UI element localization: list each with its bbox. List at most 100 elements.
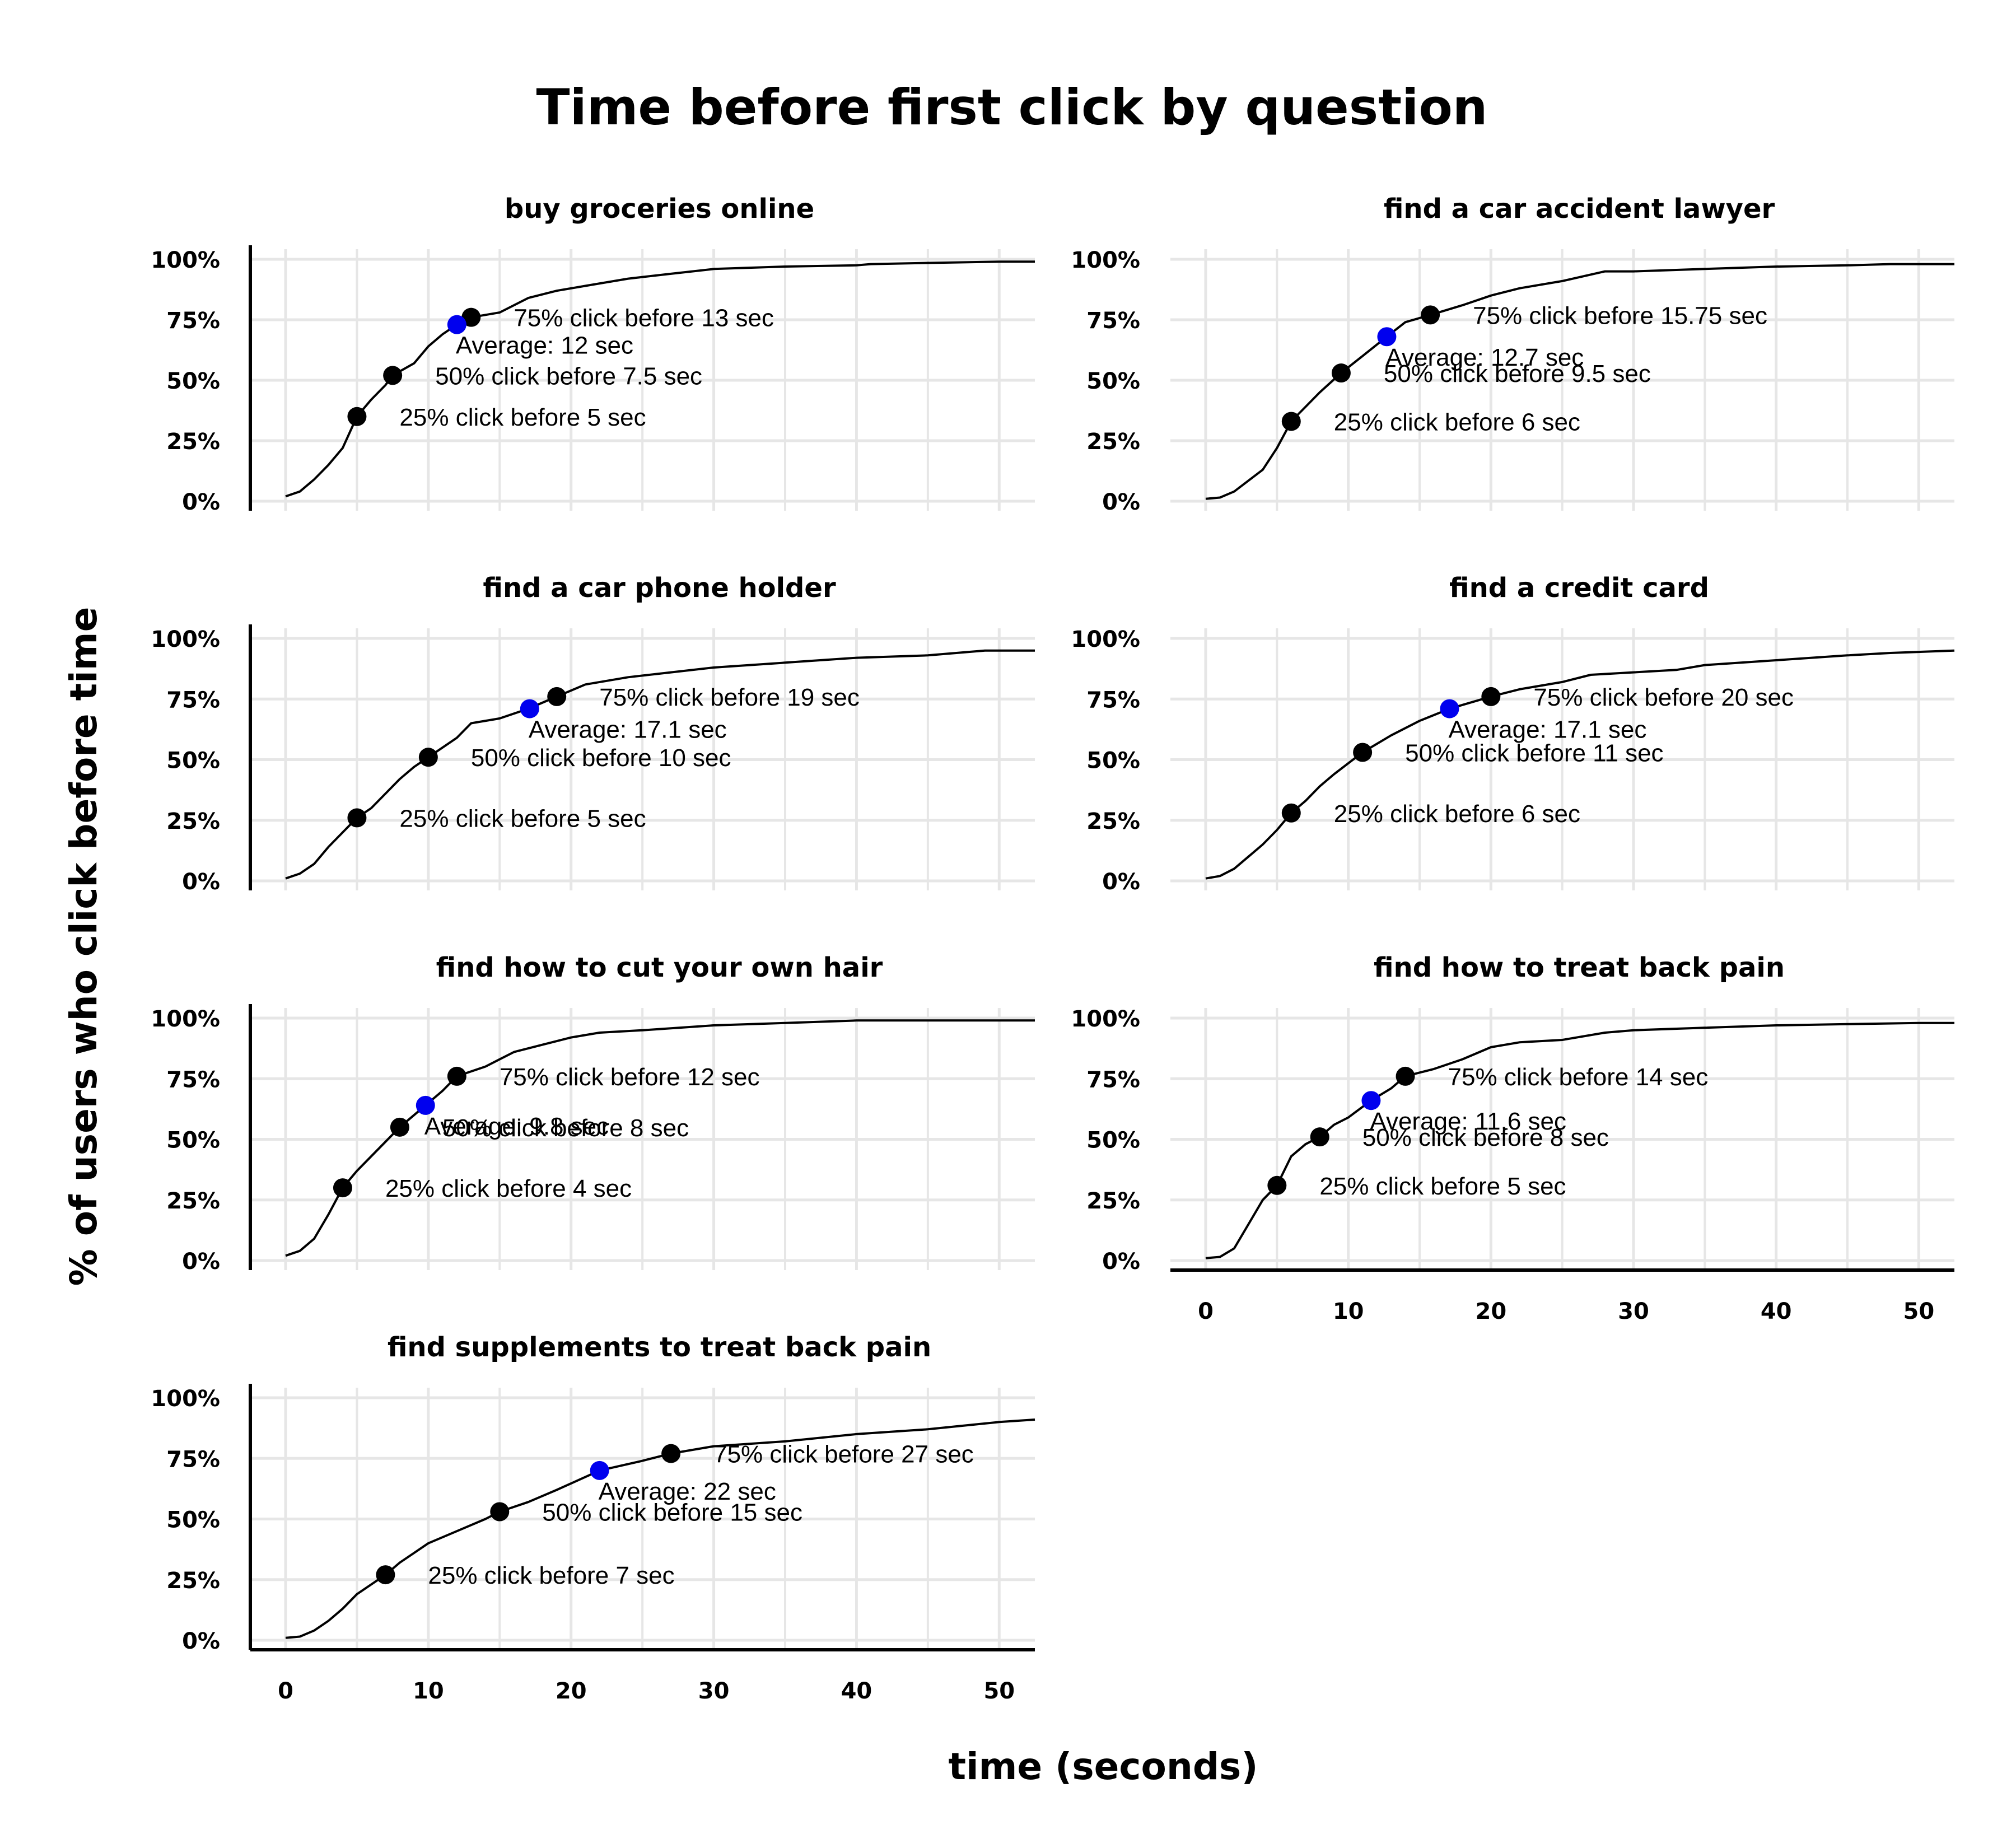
- quartile-point: [461, 307, 481, 327]
- y-tick-label: 100%: [1071, 1006, 1140, 1032]
- y-tick-label: 75%: [166, 687, 220, 713]
- quartile-label: 25% click before 7 sec: [428, 1562, 674, 1589]
- x-tick-label: 20: [1475, 1299, 1506, 1324]
- x-axis-label: time (seconds): [948, 1745, 1258, 1788]
- chart-panel: find how to treat back pain 0% 25% 50% 75% 10…: [1071, 952, 1954, 1324]
- quartile-point: [1353, 743, 1373, 762]
- quartile-label: 25% click before 5 sec: [399, 404, 646, 431]
- y-axis-label: % of users who click before time: [62, 607, 105, 1286]
- chart-panel: find a car accident lawyer 0% 25% 50% 75% 100…: [1071, 193, 1954, 515]
- y-tick-label: 50%: [166, 1508, 220, 1533]
- average-point: [520, 699, 539, 718]
- quartile-point: [1310, 1127, 1329, 1147]
- y-tick-label: 25%: [166, 1568, 220, 1594]
- average-label: Average: 11.6 sec: [1370, 1108, 1566, 1135]
- quartile-label: 50% click before 11 sec: [1405, 740, 1663, 767]
- quartile-point: [347, 808, 367, 828]
- quartile-point: [1281, 412, 1301, 431]
- figure-title: Time before first click by question: [536, 78, 1488, 136]
- quartile-point: [1267, 1175, 1287, 1195]
- cumulative-curve: [285, 1418, 1035, 1639]
- x-tick-label: 30: [698, 1678, 730, 1704]
- y-tick-label: 100%: [151, 1386, 220, 1412]
- average-point: [416, 1095, 435, 1115]
- y-tick-label: 0%: [182, 489, 220, 515]
- y-tick-label: 0%: [182, 1628, 220, 1654]
- panel-title: find how to cut your own hair: [436, 952, 883, 983]
- x-tick-label: 20: [556, 1678, 587, 1704]
- y-tick-label: 100%: [151, 627, 220, 652]
- y-tick-label: 75%: [1086, 308, 1140, 334]
- average-label: Average: 9.8 sec: [424, 1113, 609, 1140]
- y-tick-label: 50%: [166, 368, 220, 394]
- panel-title: find a car accident lawyer: [1384, 193, 1775, 225]
- quartile-label: 25% click before 5 sec: [399, 805, 646, 832]
- quartile-point: [661, 1444, 681, 1463]
- y-tick-label: 25%: [1086, 809, 1140, 834]
- chart-panel: find a car phone holder 0% 25% 50% 75% 100% 25…: [151, 572, 1035, 895]
- y-tick-label: 75%: [166, 1067, 220, 1093]
- quartile-label: 50% click before 8 sec: [1362, 1124, 1609, 1151]
- cumulative-curve: [1205, 649, 1955, 880]
- chart-panel: find supplements to treat back pain 0% 25%…: [151, 1332, 1035, 1704]
- panel-title: buy groceries online: [505, 193, 814, 225]
- y-tick-label: 0%: [182, 1249, 220, 1275]
- average-label: Average: 12.7 sec: [1385, 344, 1584, 371]
- chart-panel: find a credit card 0% 25% 50% 75% 100% 25% cli…: [1071, 572, 1955, 895]
- quartile-label: 50% click before 15 sec: [542, 1499, 802, 1527]
- y-tick-label: 100%: [151, 1006, 220, 1032]
- x-tick-label: 40: [841, 1678, 872, 1704]
- quartile-label: 75% click before 19 sec: [599, 684, 860, 711]
- y-tick-label: 100%: [1071, 248, 1140, 273]
- average-label: Average: 22 sec: [599, 1478, 776, 1505]
- panel-title: find a car phone holder: [483, 572, 836, 604]
- quartile-point: [1281, 803, 1301, 823]
- average-point: [1361, 1091, 1381, 1110]
- quartile-point: [1331, 363, 1351, 383]
- quartile-label: 75% click before 20 sec: [1533, 684, 1794, 711]
- y-tick-label: 75%: [1086, 1067, 1140, 1093]
- quartile-point: [547, 687, 567, 706]
- x-tick-label: 50: [983, 1678, 1015, 1704]
- quartile-label: 50% click before 10 sec: [471, 744, 731, 772]
- quartile-label: 50% click before 8 sec: [442, 1114, 689, 1142]
- y-tick-label: 50%: [1086, 1128, 1140, 1154]
- quartile-label: 25% click before 4 sec: [385, 1175, 632, 1202]
- y-tick-label: 50%: [166, 748, 220, 774]
- quartile-point: [1396, 1066, 1415, 1086]
- chart-panel: buy groceries online 0% 25% 50% 75% 100% 25% c…: [151, 193, 1035, 515]
- y-tick-label: 50%: [166, 1128, 220, 1154]
- x-tick-label: 40: [1761, 1299, 1792, 1324]
- y-tick-label: 25%: [1086, 429, 1140, 455]
- x-tick-label: 10: [1333, 1299, 1364, 1324]
- y-tick-label: 75%: [166, 1446, 220, 1472]
- quartile-point: [376, 1565, 395, 1585]
- x-tick-label: 0: [278, 1678, 293, 1704]
- average-point: [447, 315, 466, 334]
- y-tick-label: 100%: [1071, 627, 1140, 652]
- y-tick-label: 0%: [1102, 1249, 1140, 1275]
- y-tick-label: 25%: [1086, 1188, 1140, 1214]
- cumulative-curve: [1205, 263, 1954, 500]
- quartile-point: [490, 1502, 510, 1522]
- average-label: Average: 17.1 sec: [1448, 716, 1646, 744]
- average-point: [1440, 699, 1459, 718]
- quartile-label: 75% click before 14 sec: [1448, 1063, 1709, 1091]
- y-tick-label: 0%: [182, 869, 220, 895]
- quartile-point: [390, 1117, 409, 1137]
- average-point: [1377, 327, 1397, 347]
- y-tick-label: 75%: [166, 308, 220, 334]
- quartile-label: 50% click before 7.5 sec: [435, 362, 702, 390]
- average-label: Average: 12 sec: [456, 332, 633, 360]
- quartile-point: [447, 1066, 466, 1086]
- quartile-label: 25% click before 6 sec: [1334, 408, 1580, 436]
- y-tick-label: 0%: [1102, 869, 1140, 895]
- quartile-label: 25% click before 6 sec: [1334, 800, 1580, 828]
- cumulative-curve: [285, 649, 1035, 880]
- quartile-point: [347, 407, 367, 426]
- quartile-label: 75% click before 27 sec: [713, 1441, 974, 1468]
- x-tick-label: 0: [1198, 1299, 1214, 1324]
- x-tick-label: 30: [1618, 1299, 1649, 1324]
- quartile-point: [418, 748, 438, 767]
